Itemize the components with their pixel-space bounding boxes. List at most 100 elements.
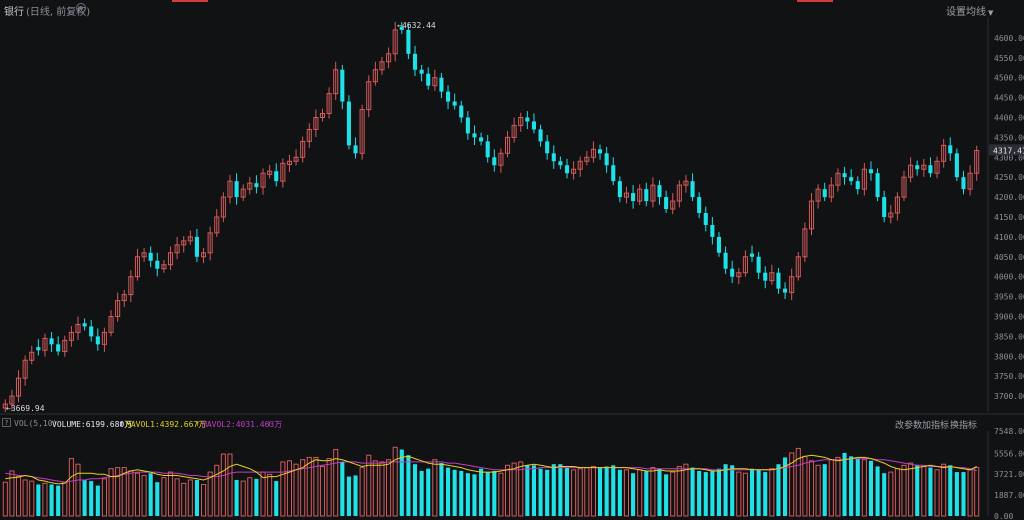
volume-bar bbox=[835, 456, 841, 517]
help-icon[interactable]: ? bbox=[2, 418, 11, 427]
volume-value: VOLUME:6199.680万 bbox=[52, 420, 133, 429]
candle-body bbox=[412, 53, 418, 70]
candle-body bbox=[274, 171, 279, 182]
volume-bar bbox=[465, 473, 470, 516]
candle-body bbox=[769, 272, 775, 282]
volume-bar bbox=[763, 472, 768, 516]
candle-body bbox=[286, 160, 293, 165]
candle-body bbox=[789, 276, 795, 294]
candle-body bbox=[326, 93, 332, 115]
chart-mode-label: (日线, 前复权) bbox=[26, 7, 91, 18]
candle-body bbox=[584, 156, 590, 162]
mavol2-line bbox=[5, 458, 977, 483]
price-tick-label: 4450.00 bbox=[994, 94, 1024, 103]
candle-body bbox=[340, 69, 345, 102]
volume-bar bbox=[227, 453, 233, 517]
candle-body bbox=[604, 153, 609, 166]
price-tick-label: 3750.00 bbox=[994, 372, 1024, 381]
candle-body bbox=[392, 29, 398, 55]
price-chart[interactable]: 3700.00 3750.00 3800.00 3850.00 3900.00 3950.… bbox=[0, 0, 1024, 416]
volume-bar bbox=[293, 463, 299, 517]
candle-body bbox=[267, 170, 273, 175]
volume-bar bbox=[155, 482, 160, 516]
candle-body bbox=[174, 244, 180, 254]
candle-body bbox=[432, 77, 438, 87]
candle-body bbox=[730, 268, 735, 277]
candle-body bbox=[426, 73, 431, 86]
candle-body bbox=[683, 180, 689, 186]
candle-body bbox=[386, 53, 392, 63]
volume-bar bbox=[525, 465, 530, 516]
volume-bar bbox=[445, 467, 451, 516]
candle-body bbox=[148, 252, 153, 261]
volume-bar bbox=[888, 471, 894, 517]
volume-bar bbox=[676, 465, 682, 517]
volume-bar bbox=[280, 461, 286, 517]
candle-body bbox=[531, 121, 537, 130]
volume-bar bbox=[439, 463, 444, 516]
candle-body bbox=[808, 200, 815, 230]
candle-body bbox=[479, 137, 484, 142]
volume-bar bbox=[392, 446, 398, 517]
candle-body bbox=[882, 197, 887, 217]
candle-body bbox=[577, 160, 583, 170]
candle-body bbox=[783, 288, 788, 293]
candle-body bbox=[690, 181, 695, 198]
price-tick-label: 3800.00 bbox=[994, 352, 1024, 361]
volume-bar bbox=[531, 465, 537, 516]
candle-body bbox=[181, 240, 187, 246]
candle-body bbox=[234, 181, 239, 198]
candle-body bbox=[333, 69, 339, 95]
volume-bar bbox=[664, 474, 669, 516]
candle-body bbox=[901, 176, 907, 198]
volume-bar bbox=[313, 456, 319, 517]
add-indicator-button[interactable]: 加指标 bbox=[922, 421, 950, 431]
volume-bar bbox=[808, 460, 815, 517]
candle-body bbox=[419, 69, 424, 74]
candle-body bbox=[56, 344, 61, 352]
volume-bar bbox=[260, 471, 266, 517]
volume-bar bbox=[934, 469, 940, 517]
candle-body bbox=[888, 212, 894, 218]
candle-body bbox=[967, 172, 973, 190]
volume-bar bbox=[346, 476, 351, 516]
candle-body bbox=[240, 188, 246, 198]
price-tick-label: 3900.00 bbox=[994, 312, 1024, 321]
volume-bar bbox=[617, 469, 622, 516]
volume-bar bbox=[220, 453, 226, 517]
candle-body bbox=[835, 172, 841, 186]
ma-settings-dropdown[interactable]: 设置均线 ▼ bbox=[946, 3, 993, 18]
candle-body bbox=[723, 252, 728, 269]
candle-body bbox=[353, 145, 358, 154]
settings-gear-icon[interactable] bbox=[76, 3, 86, 13]
volume-bar bbox=[558, 464, 563, 516]
price-tick-label: 4400.00 bbox=[994, 113, 1024, 122]
volume-tick-label: 3721.00 bbox=[994, 470, 1024, 479]
candle-body bbox=[716, 236, 722, 253]
candle-body bbox=[2, 403, 8, 409]
candle-body bbox=[908, 164, 914, 178]
volume-bar bbox=[187, 479, 193, 517]
chart-header: 银行 (日线, 前复权) 设置均线 ▼ bbox=[0, 0, 1024, 18]
volume-bar bbox=[181, 482, 187, 517]
volume-bar bbox=[551, 464, 556, 516]
volume-bar bbox=[36, 484, 41, 516]
candle-body bbox=[485, 141, 490, 158]
candle-body bbox=[472, 133, 477, 138]
switch-indicator-button[interactable]: 换指标 bbox=[950, 421, 978, 431]
volume-bar bbox=[498, 472, 504, 517]
candle-body bbox=[736, 272, 742, 278]
volume-bar bbox=[306, 456, 312, 517]
edit-params-button[interactable]: 改参数 bbox=[895, 421, 923, 431]
ma-settings-label: 设置均线 bbox=[946, 7, 986, 18]
volume-bar bbox=[286, 460, 293, 517]
volume-bar bbox=[742, 472, 748, 517]
volume-bar bbox=[2, 481, 8, 517]
volume-bar bbox=[644, 470, 649, 516]
volume-bar bbox=[961, 472, 966, 516]
price-tick-label: 3850.00 bbox=[994, 332, 1024, 341]
candle-body bbox=[134, 256, 141, 278]
candle-body bbox=[167, 252, 174, 266]
price-tick-label: 4100.00 bbox=[994, 233, 1024, 242]
volume-bar bbox=[68, 458, 74, 517]
